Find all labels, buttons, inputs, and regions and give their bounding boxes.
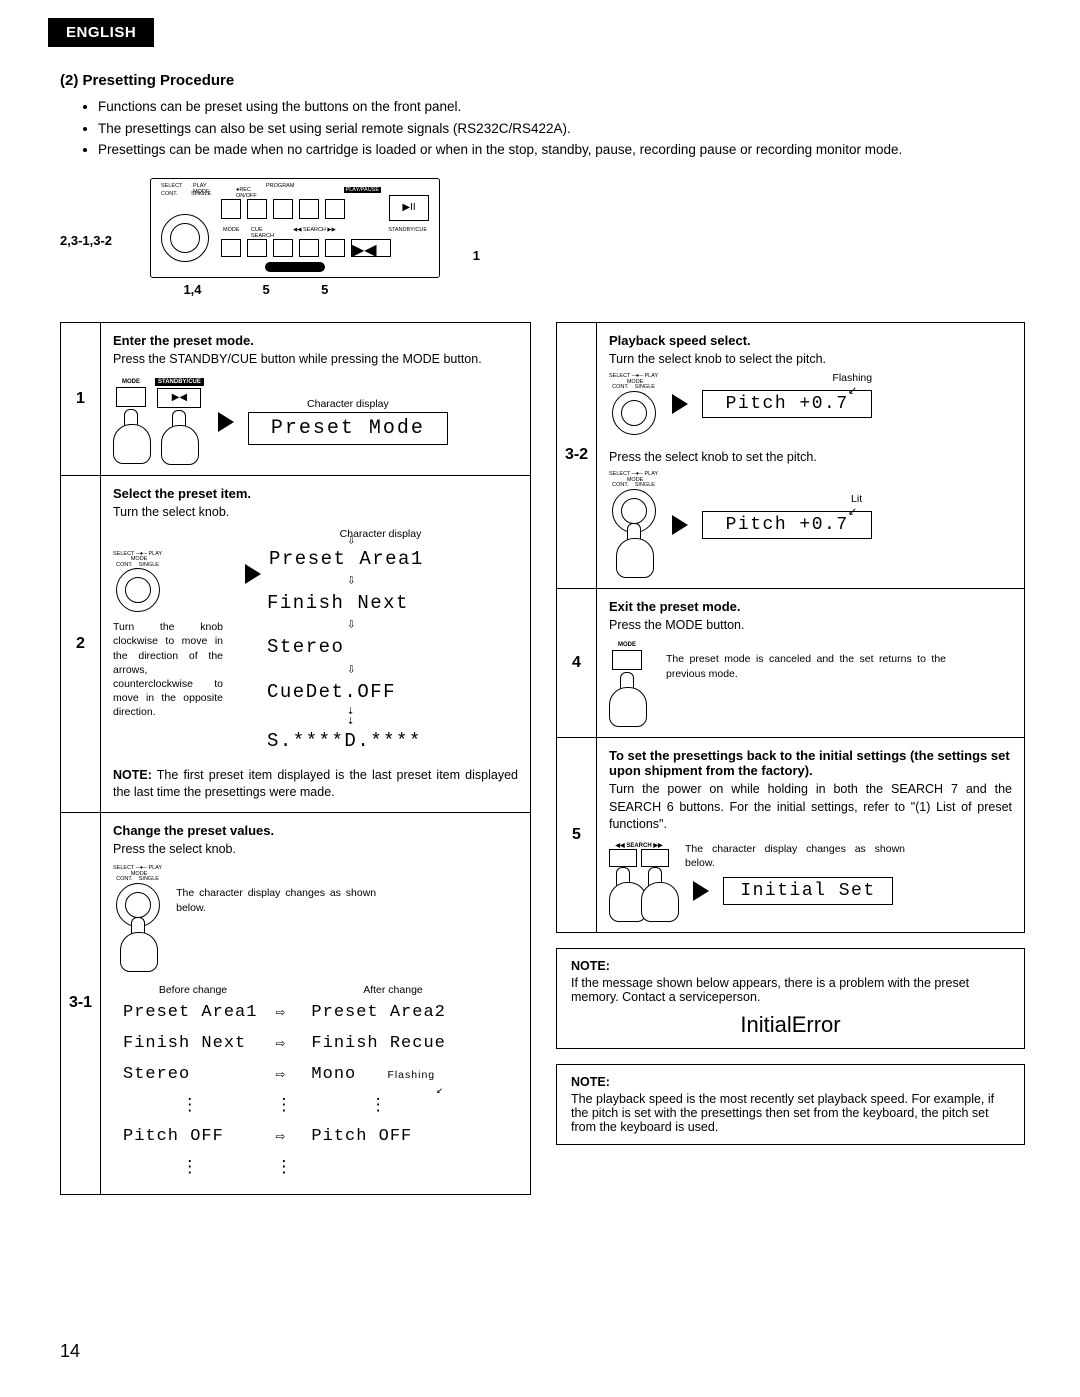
step-2: 2 Select the preset item. Turn the selec… [61,476,530,813]
intro-list: Functions can be preset using the button… [98,97,1025,160]
step-3-1: 3-1 Change the preset values. Press the … [61,813,530,1194]
step-text: Turn the select knob to select the pitch… [609,351,1012,369]
step-text: Turn the power on while holding in both … [609,781,1012,834]
lcd-display: Pitch +0.7 [702,390,872,418]
lcd-display: Pitch +0.7 [702,511,872,539]
arrow-right-icon [218,412,234,432]
hand-icon [641,867,669,922]
step-4: 4 Exit the preset mode. Press the MODE b… [557,589,1024,739]
note-title: NOTE: [571,1075,1010,1089]
step-text: Press the select knob. [113,841,518,859]
step-text: Turn the select knob. [113,504,518,522]
step-5: 5 To set the presettings back to the ini… [557,738,1024,932]
device-diagram: 2,3-1,3-2 SELECT PLAYMODE CONT. SINGLE ●… [60,178,470,297]
intro-item: Presettings can be made when no cartridg… [98,140,1025,160]
note-box-2: NOTE: The playback speed is the most rec… [556,1064,1025,1145]
knob-icon [612,391,656,435]
step-text: Press the MODE button. [609,617,1012,635]
lcd-display: Initial Set [723,877,893,905]
arrow-right-icon [245,564,261,584]
knob-icon [116,568,160,612]
step-text: Press the select knob to set the pitch. [609,449,1012,467]
note-text: The playback speed is the most recently … [571,1092,1010,1134]
step-text: Press the STANDBY/CUE button while press… [113,351,518,369]
hand-icon [609,867,637,922]
step-number: 1 [61,323,101,476]
left-column: 1 Enter the preset mode. Press the STAND… [60,322,531,1195]
lcd-display: Preset Mode [248,412,448,445]
hand-icon [616,523,652,578]
page-number: 14 [60,1341,80,1362]
step-number: 2 [61,476,101,812]
hand-icon [120,917,156,972]
step-title: Exit the preset mode. [609,599,1012,614]
step-title: Change the preset values. [113,823,518,838]
step-title: Select the preset item. [113,486,518,501]
diagram-pointer-right: 1 [473,248,480,263]
step-hint: The character display changes as shown b… [685,842,905,871]
device-drawing: SELECT PLAYMODE CONT. SINGLE ●RECON/OFF … [150,178,440,278]
change-table: Preset Area1⇨Preset Area2 Finish Next⇨Fi… [113,996,456,1184]
step-hint: The character display changes as shown b… [176,886,376,972]
step-title: Enter the preset mode. [113,333,518,348]
intro-item: The presettings can also be set using se… [98,119,1025,139]
step-title: Playback speed select. [609,333,1012,348]
arrow-right-icon [693,881,709,901]
arrow-right-icon [672,394,688,414]
step-title: To set the presettings back to the initi… [609,748,1012,778]
step-number: 5 [557,738,597,932]
intro-item: Functions can be preset using the button… [98,97,1025,117]
step-number: 3-2 [557,323,597,588]
hand-icon [609,672,645,727]
step-number: 3-1 [61,813,101,1194]
note-box-1: NOTE: If the message shown below appears… [556,948,1025,1049]
hand-icon [161,410,197,465]
arrow-right-icon [672,515,688,535]
right-column: 3-2 Playback speed select. Turn the sele… [556,322,1025,933]
step-3-2: 3-2 Playback speed select. Turn the sele… [557,323,1024,589]
language-tab: ENGLISH [48,18,154,47]
hand-icon [113,409,149,464]
diagram-pointer-left: 2,3-1,3-2 [60,233,112,248]
step-hint: Turn the knob clockwise to move in the d… [113,620,223,719]
step-hint: The preset mode is canceled and the set … [666,652,946,681]
step-number: 4 [557,589,597,738]
section-title: (2) Presetting Procedure [60,72,1025,89]
note-text: If the message shown below appears, ther… [571,976,1010,1004]
note-title: NOTE: [571,959,1010,973]
error-display: InitialError [571,1012,1010,1038]
step-1: 1 Enter the preset mode. Press the STAND… [61,323,530,477]
